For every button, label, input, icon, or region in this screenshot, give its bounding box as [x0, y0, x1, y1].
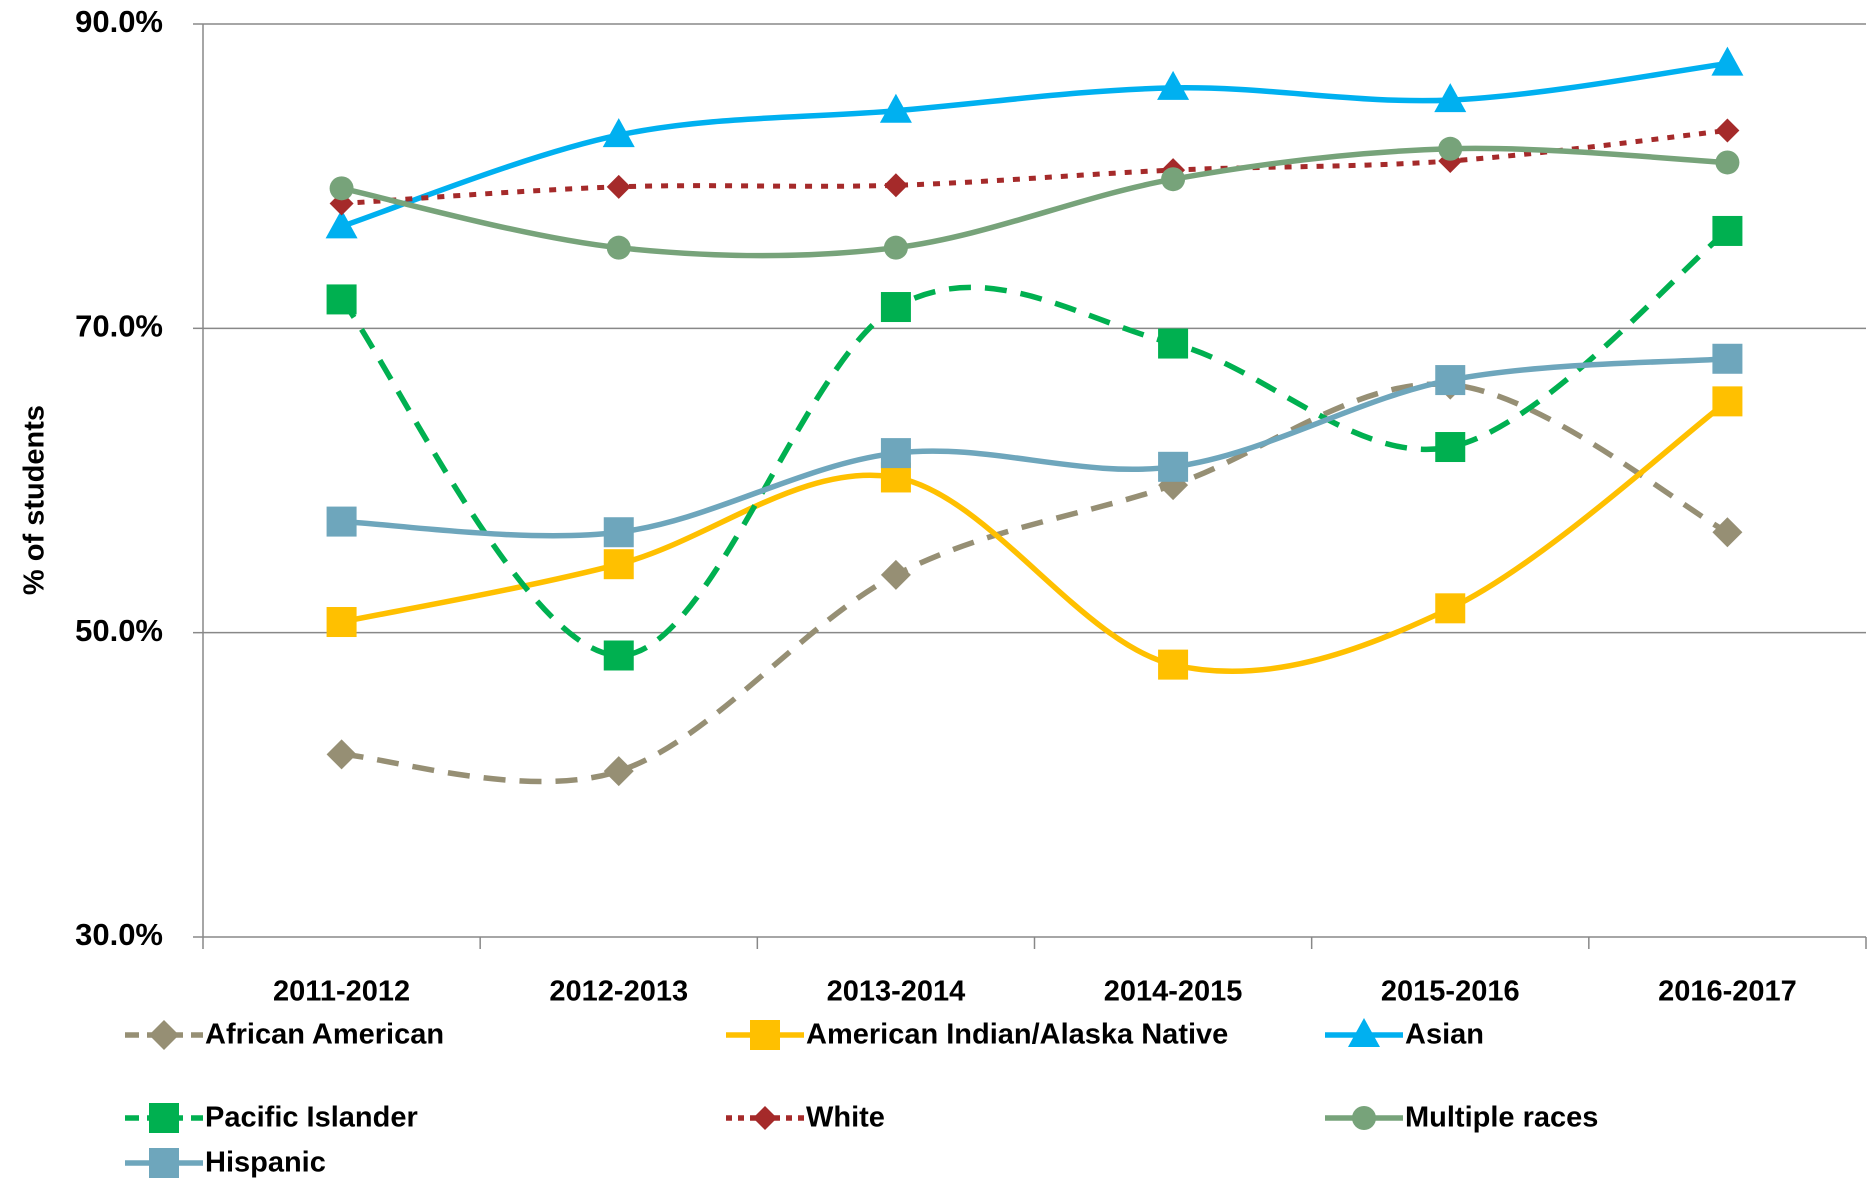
legend-label: Pacific Islander: [205, 1102, 418, 1134]
data-point: [1158, 451, 1189, 482]
legend-marker: [149, 1103, 179, 1133]
data-point: [325, 209, 358, 239]
legend-label: African American: [205, 1019, 444, 1051]
legend-label: Multiple races: [1405, 1102, 1598, 1134]
data-point: [1712, 386, 1743, 417]
legend-item: Hispanic: [125, 1147, 326, 1179]
y-tick-label: 50.0%: [75, 613, 163, 648]
data-point: [880, 292, 911, 323]
data-point: [606, 235, 631, 260]
legend-marker: [149, 1020, 179, 1050]
series-line: [341, 128, 1728, 207]
legend-item: Multiple races: [1325, 1102, 1598, 1134]
legend-label: Hispanic: [205, 1147, 326, 1179]
series-line: [340, 60, 1728, 229]
y-axis-label: % of students: [19, 405, 51, 595]
data-point: [880, 438, 911, 469]
series-line: [341, 381, 1729, 785]
data-point: [1434, 83, 1467, 113]
data-point: [1712, 215, 1743, 246]
data-point: [326, 506, 357, 537]
data-point: [1157, 70, 1190, 100]
legend-item: African American: [125, 1019, 444, 1051]
legend-item: Asian: [1325, 1018, 1484, 1051]
series-line: [341, 356, 1728, 539]
x-tick-label: 2011-2012: [273, 976, 410, 1008]
data-point: [1435, 365, 1466, 396]
legend-label: White: [806, 1102, 885, 1134]
legend-item: Pacific Islander: [125, 1102, 418, 1134]
data-point: [880, 559, 911, 590]
x-tick-label: 2014-2015: [1104, 976, 1243, 1008]
x-tick-label: 2016-2017: [1658, 976, 1797, 1008]
legend-marker: [1348, 1018, 1380, 1047]
data-point: [1712, 517, 1743, 548]
data-point: [1715, 150, 1740, 175]
x-tick-label: 2015-2016: [1381, 976, 1520, 1008]
data-point: [603, 640, 634, 671]
data-point: [326, 607, 357, 638]
series-line: [341, 399, 1730, 675]
legend-marker: [750, 1020, 780, 1050]
x-tick-label: 2012-2013: [549, 976, 688, 1008]
data-point: [1435, 432, 1466, 463]
data-point: [1158, 649, 1189, 680]
data-point: [1715, 118, 1740, 143]
data-point: [1712, 343, 1743, 374]
data-point: [883, 173, 908, 198]
x-tick-label: 2013-2014: [827, 976, 966, 1008]
series-line: [341, 145, 1728, 259]
legend-label: Asian: [1405, 1019, 1484, 1051]
legend-item: White: [726, 1102, 885, 1134]
data-point: [326, 739, 357, 770]
data-point: [326, 284, 357, 315]
data-point: [1711, 46, 1744, 76]
y-tick-label: 70.0%: [75, 309, 163, 344]
legend-marker: [1352, 1106, 1376, 1130]
data-point: [603, 549, 634, 580]
data-point: [879, 93, 912, 123]
data-point: [1158, 328, 1189, 359]
legend-label: American Indian/Alaska Native: [806, 1019, 1228, 1051]
data-point: [883, 235, 908, 260]
data-point: [603, 756, 634, 787]
legend-item: American Indian/Alaska Native: [726, 1019, 1228, 1051]
data-point: [602, 118, 635, 148]
legend-marker: [149, 1148, 179, 1178]
data-point: [1438, 136, 1463, 161]
data-point: [606, 174, 631, 199]
legend-marker: [753, 1106, 777, 1130]
data-point: [1161, 167, 1186, 192]
data-point: [1435, 593, 1466, 624]
data-point: [603, 517, 634, 548]
y-tick-label: 90.0%: [75, 4, 163, 39]
series-line: [339, 228, 1730, 659]
y-tick-label: 30.0%: [75, 917, 163, 952]
data-point: [329, 176, 354, 201]
